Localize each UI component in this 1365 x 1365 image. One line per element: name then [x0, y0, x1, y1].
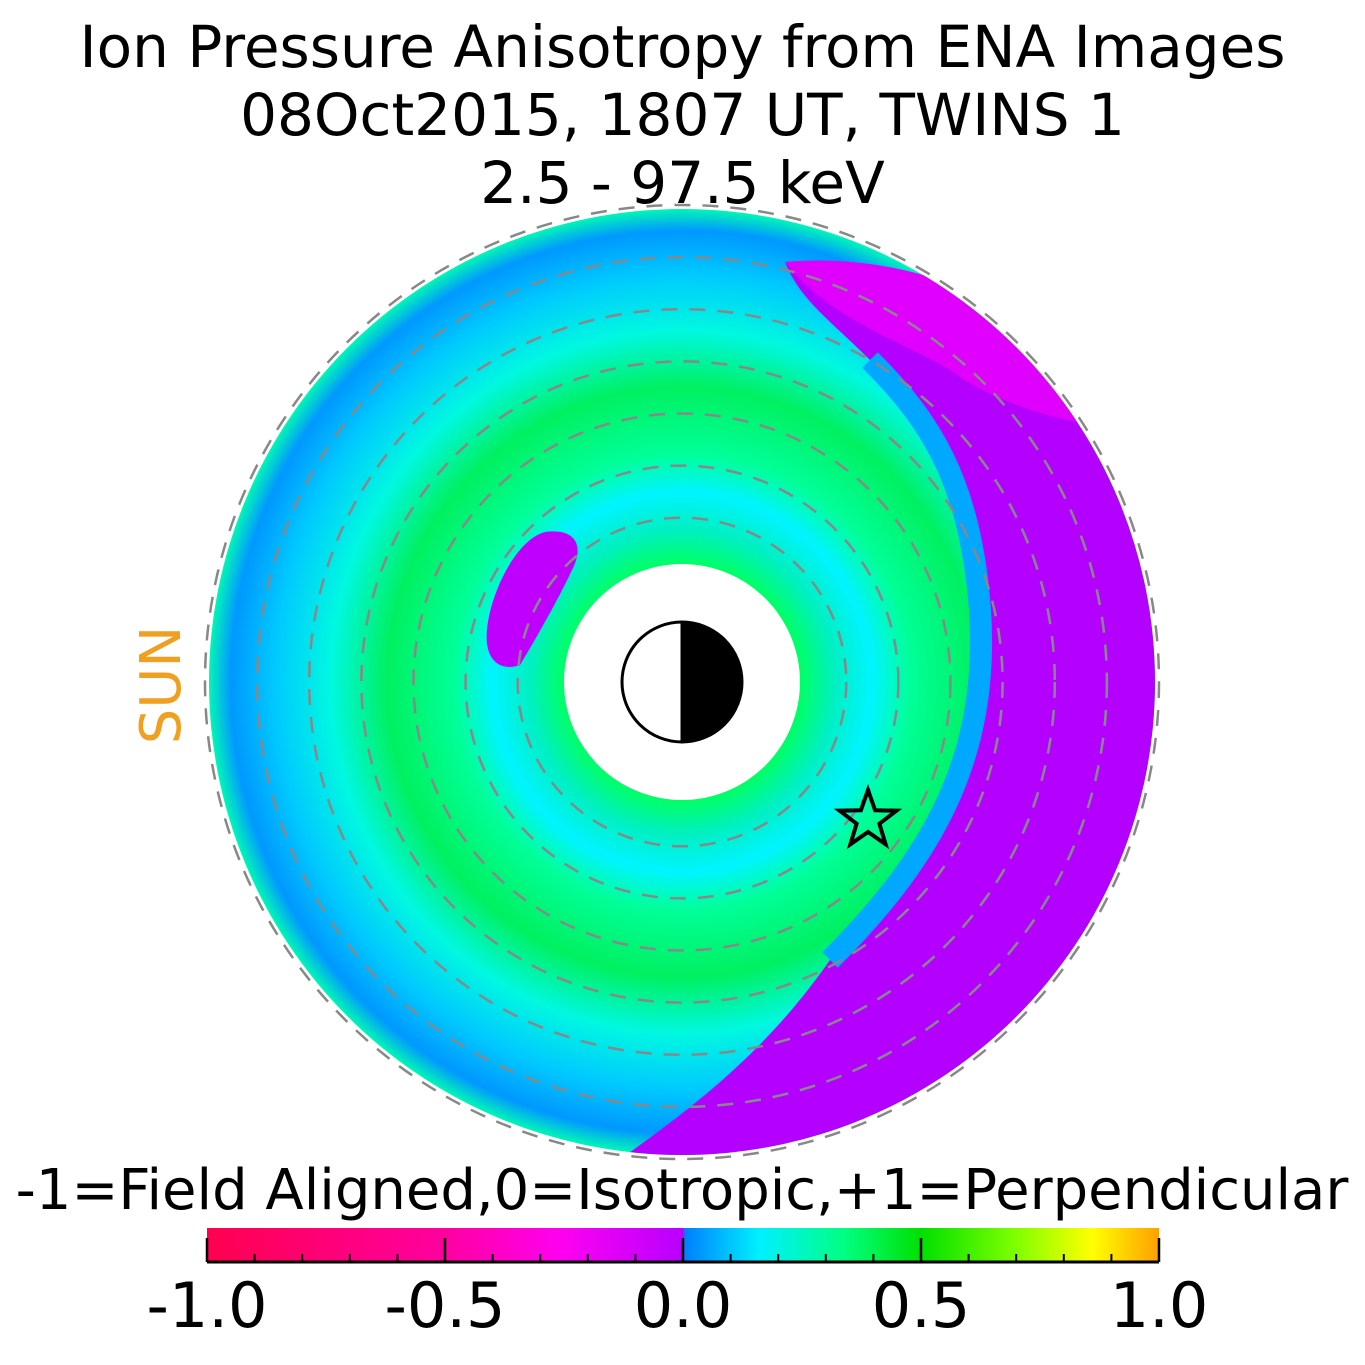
polar-grid — [203, 203, 1161, 1161]
grid-ring-4 — [412, 412, 952, 952]
perpendicular-crescent-edge — [822, 352, 992, 968]
earth-icon — [620, 620, 744, 744]
small-magenta-patch — [486, 531, 578, 667]
grid-ring-3 — [464, 464, 900, 900]
sun-direction-label: SUN — [129, 625, 194, 745]
grid-ring-6 — [307, 307, 1057, 1057]
perpendicular-crescent-region — [560, 260, 1155, 1155]
colorbar-tick-label: -1.0 — [146, 1269, 268, 1342]
colorbar-tick-label: 1.0 — [1109, 1269, 1209, 1342]
grid-ring-8 — [203, 203, 1161, 1161]
grid-ring-2 — [516, 516, 848, 848]
chart-subtitle-date: 08Oct2015, 1807 UT, TWINS 1 — [240, 81, 1125, 149]
colorbar-tick-label: 0.5 — [871, 1269, 971, 1342]
grid-ring-7 — [255, 255, 1109, 1109]
colorbar-tick-label: -0.5 — [384, 1269, 506, 1342]
chart-title: Ion Pressure Anisotropy from ENA Images — [79, 13, 1286, 81]
star-icon — [833, 783, 903, 850]
grid-ring-5 — [360, 360, 1004, 1004]
colorbar-title-clip: -1=Field Aligned,0=Isotropic,+1=Perpendi… — [0, 1150, 1365, 1230]
colorbar-title: -1=Field Aligned,0=Isotropic,+1=Perpendi… — [15, 1158, 1349, 1223]
colorbar-tick-label: 0.0 — [633, 1269, 733, 1342]
chart-subtitle-energy: 2.5 - 97.5 keV — [480, 149, 885, 217]
colorbar — [207, 1228, 1159, 1262]
perpendicular-crescent-highlight — [785, 260, 1120, 430]
